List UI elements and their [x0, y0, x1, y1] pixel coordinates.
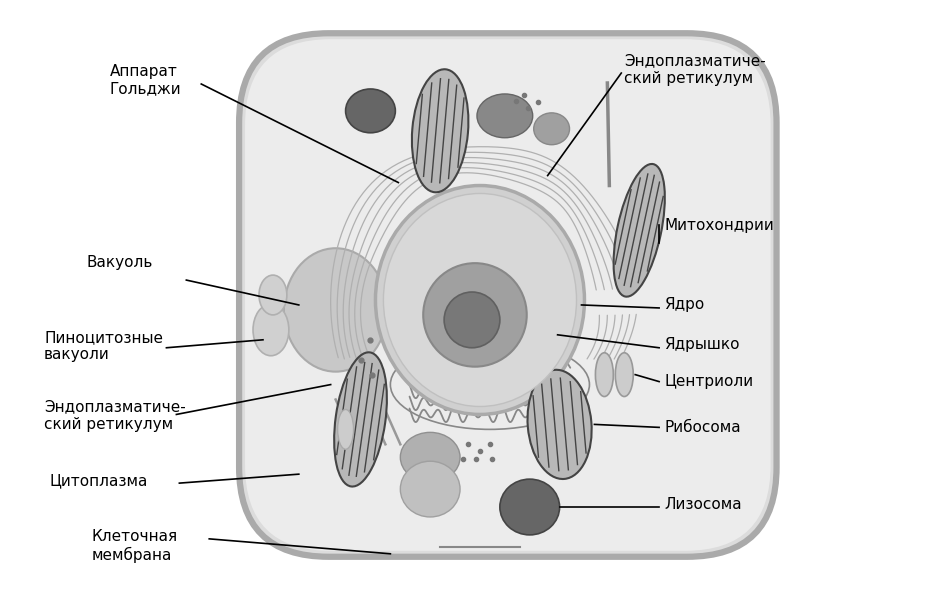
- Ellipse shape: [400, 461, 460, 517]
- Ellipse shape: [376, 186, 584, 415]
- Text: Вакуоль: Вакуоль: [87, 254, 154, 270]
- Ellipse shape: [284, 248, 387, 372]
- Ellipse shape: [531, 422, 588, 466]
- Ellipse shape: [346, 89, 396, 133]
- Ellipse shape: [534, 113, 570, 145]
- Text: Ядро: Ядро: [664, 298, 705, 313]
- Ellipse shape: [423, 263, 527, 366]
- Ellipse shape: [400, 432, 460, 482]
- Text: Митохондрии: Митохондрии: [664, 218, 773, 234]
- Ellipse shape: [412, 69, 468, 192]
- Text: Эндоплазматиче-
ский ретикулум: Эндоплазматиче- ский ретикулум: [44, 400, 186, 432]
- Text: Эндоплазматиче-
ский ретикулум: Эндоплазматиче- ский ретикулум: [625, 53, 766, 85]
- Ellipse shape: [476, 213, 492, 257]
- FancyBboxPatch shape: [239, 33, 776, 557]
- Ellipse shape: [444, 292, 500, 347]
- Ellipse shape: [500, 479, 560, 535]
- Text: Рибосома: Рибосома: [664, 420, 740, 435]
- Text: Клеточная
мембрана: Клеточная мембрана: [91, 529, 178, 563]
- Ellipse shape: [253, 304, 289, 356]
- Text: Лизосома: Лизосома: [664, 496, 741, 512]
- Text: Цитоплазма: Цитоплазма: [50, 474, 148, 489]
- Text: Пиноцитозные
вакуоли: Пиноцитозные вакуоли: [44, 330, 163, 362]
- Ellipse shape: [460, 213, 476, 257]
- Ellipse shape: [337, 410, 353, 449]
- Text: Центриоли: Центриоли: [664, 374, 754, 389]
- Ellipse shape: [528, 370, 592, 479]
- Ellipse shape: [477, 94, 533, 138]
- Ellipse shape: [383, 193, 577, 406]
- Ellipse shape: [334, 352, 387, 486]
- Ellipse shape: [259, 275, 287, 315]
- Ellipse shape: [595, 353, 613, 397]
- Ellipse shape: [613, 164, 665, 296]
- Text: Аппарат
Гольджи: Аппарат Гольджи: [109, 64, 181, 97]
- Ellipse shape: [615, 353, 633, 397]
- FancyBboxPatch shape: [245, 39, 771, 551]
- Text: Ядрышко: Ядрышко: [664, 337, 739, 352]
